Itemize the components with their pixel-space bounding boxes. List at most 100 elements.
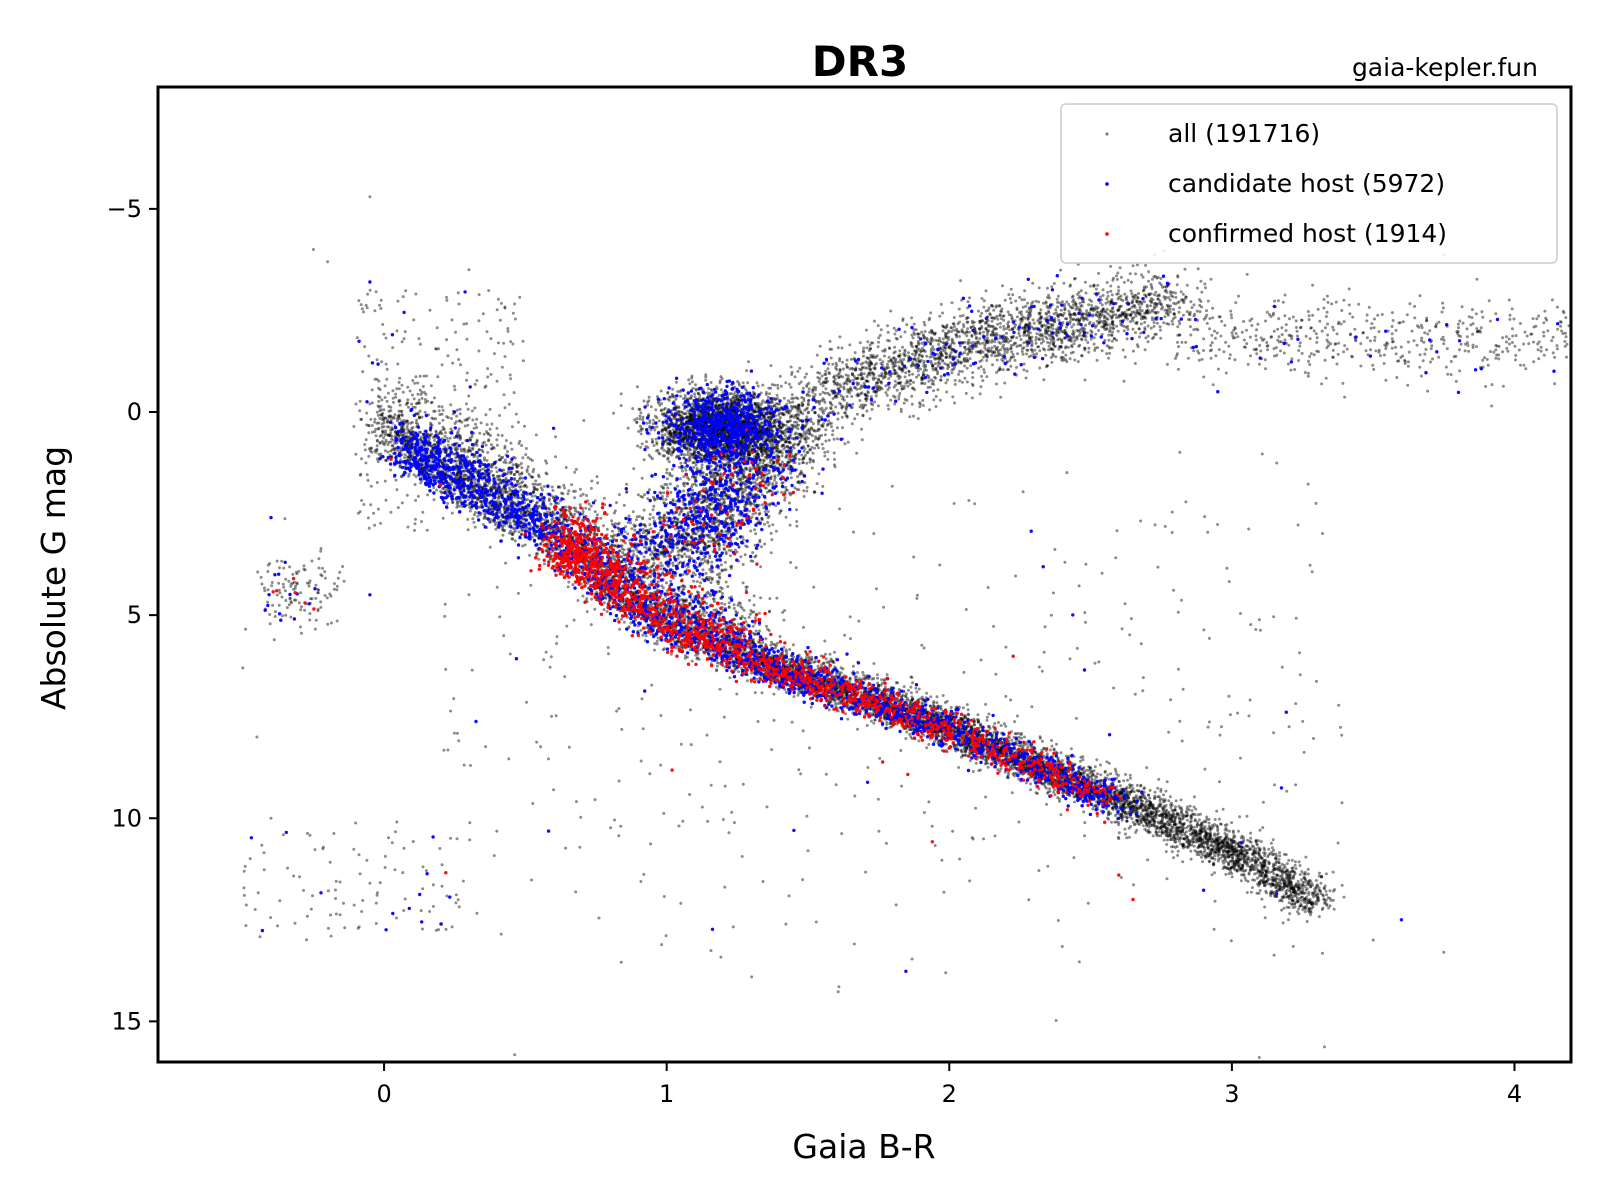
- point-all: [1322, 887, 1326, 891]
- point-all: [377, 399, 381, 403]
- point-all: [1202, 850, 1206, 854]
- point-all: [1174, 799, 1178, 803]
- point-all: [414, 375, 418, 379]
- point-all: [909, 691, 913, 695]
- point-all: [1243, 876, 1247, 880]
- point-all: [1282, 885, 1286, 889]
- point-all: [386, 391, 390, 395]
- point-all: [516, 420, 520, 424]
- point-all: [865, 724, 869, 727]
- point-all: [872, 662, 876, 665]
- point-all: [391, 444, 395, 448]
- point-all: [908, 732, 912, 736]
- point-all: [760, 691, 764, 695]
- point-all: [1220, 853, 1224, 857]
- point-all: [1164, 811, 1168, 815]
- point-all: [602, 608, 606, 612]
- point-all: [1317, 915, 1321, 919]
- point-all: [1262, 851, 1266, 855]
- point-all: [765, 624, 768, 628]
- point-all: [389, 468, 393, 472]
- point-all: [1280, 888, 1284, 892]
- point-all: [467, 394, 471, 398]
- point-all: [576, 599, 580, 602]
- point-all: [1285, 895, 1288, 899]
- point-all: [870, 677, 874, 681]
- point-all: [458, 407, 462, 411]
- chart-title: DR3: [812, 37, 908, 86]
- point-all: [455, 414, 459, 418]
- point-all: [1260, 873, 1264, 877]
- point-all: [1126, 778, 1129, 782]
- point-all: [545, 519, 549, 523]
- point-all: [475, 426, 479, 429]
- point-all: [398, 376, 402, 380]
- point-all: [1114, 769, 1118, 773]
- point-all: [556, 501, 560, 505]
- point-all: [1143, 808, 1147, 812]
- point-all: [1013, 774, 1016, 778]
- point-all: [542, 562, 546, 566]
- point-all: [1273, 894, 1277, 898]
- point-all: [724, 580, 728, 584]
- point-all: [1272, 872, 1276, 876]
- point-all: [1267, 847, 1271, 851]
- point-all: [833, 702, 837, 706]
- point-all: [446, 439, 450, 443]
- point-all: [554, 455, 557, 459]
- point-all: [496, 497, 500, 500]
- point-all: [1135, 783, 1139, 787]
- point-all: [571, 583, 575, 587]
- point-all: [386, 420, 389, 424]
- point-all: [375, 444, 379, 448]
- point-all: [1127, 826, 1131, 830]
- point-all: [1142, 786, 1146, 790]
- point-all: [1235, 869, 1239, 873]
- point-all: [570, 483, 574, 487]
- point-all: [443, 434, 447, 438]
- point-all: [966, 708, 970, 712]
- point-all: [1256, 863, 1260, 867]
- point-all: [968, 741, 972, 745]
- point-all: [1304, 899, 1308, 903]
- point-all: [395, 387, 399, 391]
- point-all: [437, 421, 441, 425]
- point-all: [382, 408, 386, 412]
- point-all: [385, 377, 389, 381]
- point-all: [398, 434, 402, 437]
- point-all: [549, 502, 553, 506]
- point-all: [633, 528, 637, 532]
- point-all: [1212, 834, 1216, 838]
- point-all: [1285, 862, 1289, 866]
- point-all: [358, 409, 362, 413]
- point-all: [1280, 908, 1284, 912]
- point-all: [495, 470, 499, 474]
- point-all: [875, 673, 879, 677]
- point-all: [1129, 776, 1132, 780]
- point-all: [528, 553, 531, 557]
- point-all: [595, 475, 599, 479]
- point-all: [466, 498, 470, 502]
- point-all: [1117, 774, 1120, 777]
- point-all: [1167, 799, 1171, 803]
- point-all: [749, 671, 753, 675]
- point-all: [398, 403, 402, 407]
- point-all: [1293, 889, 1297, 892]
- point-all: [690, 659, 694, 663]
- point-all: [1185, 818, 1189, 822]
- scatter-points: [241, 195, 1571, 1059]
- point-all: [452, 384, 456, 388]
- point-all: [768, 609, 771, 613]
- point-all: [359, 417, 363, 421]
- point-all: [766, 627, 769, 631]
- point-all: [1115, 820, 1119, 824]
- point-all: [1340, 883, 1344, 887]
- point-all: [993, 722, 997, 725]
- point-all: [1029, 782, 1032, 786]
- point-all: [705, 611, 709, 615]
- point-all: [602, 496, 606, 500]
- point-all: [1287, 858, 1291, 862]
- point-all: [1229, 853, 1233, 857]
- point-all: [743, 616, 747, 620]
- point-all: [822, 662, 826, 666]
